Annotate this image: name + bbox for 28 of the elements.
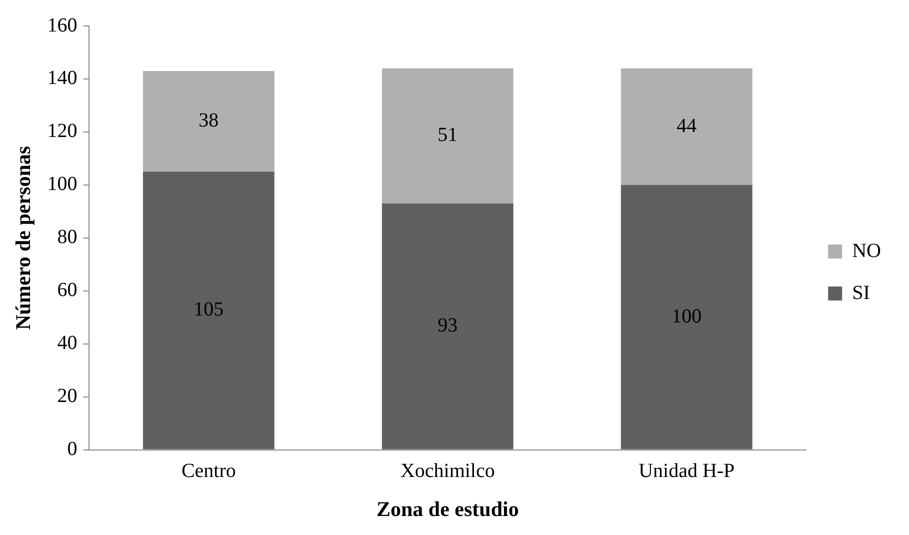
y-tick-label: 80 [57, 226, 78, 248]
x-tick-label: Unidad H-P [638, 460, 735, 482]
data-label: 105 [194, 298, 224, 321]
data-label: 51 [438, 124, 458, 146]
y-tick-label: 60 [57, 279, 78, 302]
y-tick-label: 160 [47, 14, 78, 36]
data-label: 38 [198, 110, 219, 132]
x-tick-label: Xochimilco [400, 460, 495, 482]
x-tick-label: Centro [181, 460, 236, 482]
y-tick-label: 20 [57, 385, 78, 408]
legend-label: NO [852, 240, 882, 262]
bar [382, 68, 514, 204]
y-tick-label: 120 [47, 120, 78, 142]
data-label: 44 [676, 114, 697, 137]
y-tick-label: 0 [67, 438, 78, 460]
bar [142, 172, 274, 450]
bar [142, 71, 274, 172]
y-axis-title: Número de personas [11, 146, 36, 330]
y-tick-label: 140 [47, 67, 78, 90]
legend-label: SI [852, 282, 870, 304]
bar [620, 68, 752, 185]
y-tick-label: 40 [57, 332, 78, 354]
data-label: 93 [438, 314, 458, 337]
data-label: 100 [672, 305, 702, 328]
bar [620, 184, 752, 450]
x-axis-title: Zona de estudio [376, 496, 519, 521]
bar [382, 203, 514, 450]
y-tick-label: 100 [47, 173, 78, 196]
